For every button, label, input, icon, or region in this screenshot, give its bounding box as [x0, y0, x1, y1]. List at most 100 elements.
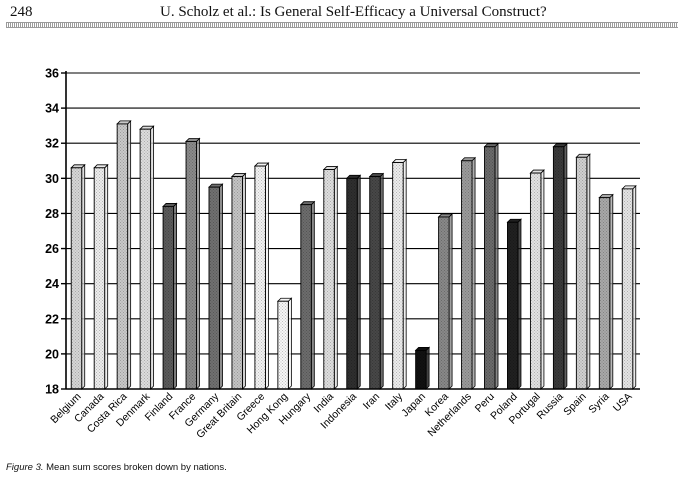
- bar-texture: [208, 187, 220, 389]
- bar-side: [425, 346, 430, 390]
- y-tick-label: 32: [45, 137, 59, 151]
- y-tick-label: 24: [45, 277, 59, 291]
- bar-texture: [392, 162, 404, 389]
- bar-top: [299, 201, 316, 206]
- y-tick-label: 20: [45, 347, 59, 361]
- bar-side: [310, 200, 315, 390]
- category-label: Russia: [535, 391, 566, 422]
- bar: [70, 163, 86, 390]
- page-number: 248: [10, 4, 33, 20]
- bar: [598, 193, 614, 390]
- bar-texture: [140, 129, 151, 389]
- bar-texture: [622, 188, 633, 389]
- bar-texture: [186, 141, 197, 389]
- bar-top: [575, 153, 591, 158]
- caption-text: Mean sum scores broken down by nations.: [43, 462, 227, 473]
- bar-side: [356, 174, 361, 390]
- bar: [116, 119, 132, 390]
- bar: [621, 184, 637, 390]
- bar-side: [517, 218, 522, 390]
- bar-side: [402, 158, 407, 390]
- bar-texture: [576, 157, 587, 389]
- bar: [299, 200, 316, 390]
- bar-texture: [323, 169, 335, 389]
- gridlines: [66, 72, 640, 355]
- bar: [185, 137, 201, 390]
- category-label: Syria: [586, 391, 612, 417]
- bar: [230, 172, 247, 390]
- bar: [529, 169, 545, 390]
- bar: [575, 153, 591, 390]
- bar: [368, 172, 385, 390]
- bar-texture: [254, 166, 266, 389]
- bar: [93, 163, 109, 390]
- page-header: 248 U. Scholz et al.: Is General Self-Ef…: [10, 4, 676, 26]
- category-label: Spain: [561, 391, 589, 419]
- bar-top: [621, 185, 637, 190]
- bar-texture: [346, 178, 358, 389]
- bar: [139, 125, 155, 390]
- running-head: U. Scholz et al.: Is General Self-Effica…: [160, 4, 547, 20]
- bar-side: [632, 184, 637, 390]
- y-tick-label: 28: [45, 207, 59, 221]
- bar-texture: [163, 206, 174, 389]
- figure-caption: Figure 3. Mean sum scores broken down by…: [6, 462, 227, 473]
- bar-texture: [231, 176, 243, 389]
- bar-texture: [415, 350, 427, 389]
- bar: [483, 142, 499, 390]
- bar: [506, 218, 522, 390]
- bar: [162, 202, 178, 390]
- bar-texture: [530, 173, 541, 389]
- bar: [437, 212, 454, 390]
- header-rule: [6, 22, 678, 28]
- bar: [253, 162, 270, 390]
- bar-side: [494, 142, 499, 390]
- bar-texture: [300, 204, 312, 389]
- bar-texture: [507, 222, 518, 389]
- category-label: Japan: [399, 391, 428, 420]
- bar-top: [414, 346, 431, 351]
- bar: [322, 165, 339, 390]
- bar-texture: [599, 197, 610, 389]
- bar-side: [586, 153, 591, 390]
- y-tick-label: 34: [45, 102, 59, 116]
- bar-texture: [94, 167, 105, 389]
- bar-top: [437, 213, 454, 218]
- bar: [460, 156, 477, 390]
- bars: [70, 119, 637, 390]
- bar-side: [448, 212, 453, 390]
- bar-top: [162, 203, 178, 207]
- bar-side: [287, 297, 292, 390]
- bar-side: [563, 142, 568, 390]
- category-label: USA: [611, 391, 635, 415]
- bar-side: [471, 156, 476, 390]
- bar-side: [609, 193, 614, 390]
- y-tick-label: 26: [45, 242, 59, 256]
- bar: [276, 297, 293, 390]
- bar-side: [540, 169, 545, 390]
- bar-texture: [277, 301, 289, 389]
- bar: [208, 183, 224, 390]
- bar-texture: [71, 167, 82, 389]
- bar-side: [333, 165, 338, 390]
- y-tick-label: 18: [45, 383, 59, 397]
- bar-texture: [438, 216, 450, 389]
- y-tick-label: 22: [45, 312, 59, 326]
- bar-texture: [117, 123, 128, 390]
- bar: [414, 346, 431, 390]
- bar-side: [127, 119, 132, 390]
- bar: [552, 142, 568, 390]
- bar-top: [276, 297, 293, 302]
- bar: [345, 174, 362, 390]
- bar-side: [265, 162, 269, 390]
- bar-texture: [484, 146, 496, 389]
- bar: [391, 158, 408, 390]
- caption-label: Figure 3.: [6, 462, 44, 473]
- bar-texture: [369, 176, 381, 389]
- bar-side: [379, 172, 384, 390]
- bar-texture: [553, 146, 564, 389]
- bar-texture: [461, 160, 473, 389]
- y-tick-label: 30: [45, 172, 59, 186]
